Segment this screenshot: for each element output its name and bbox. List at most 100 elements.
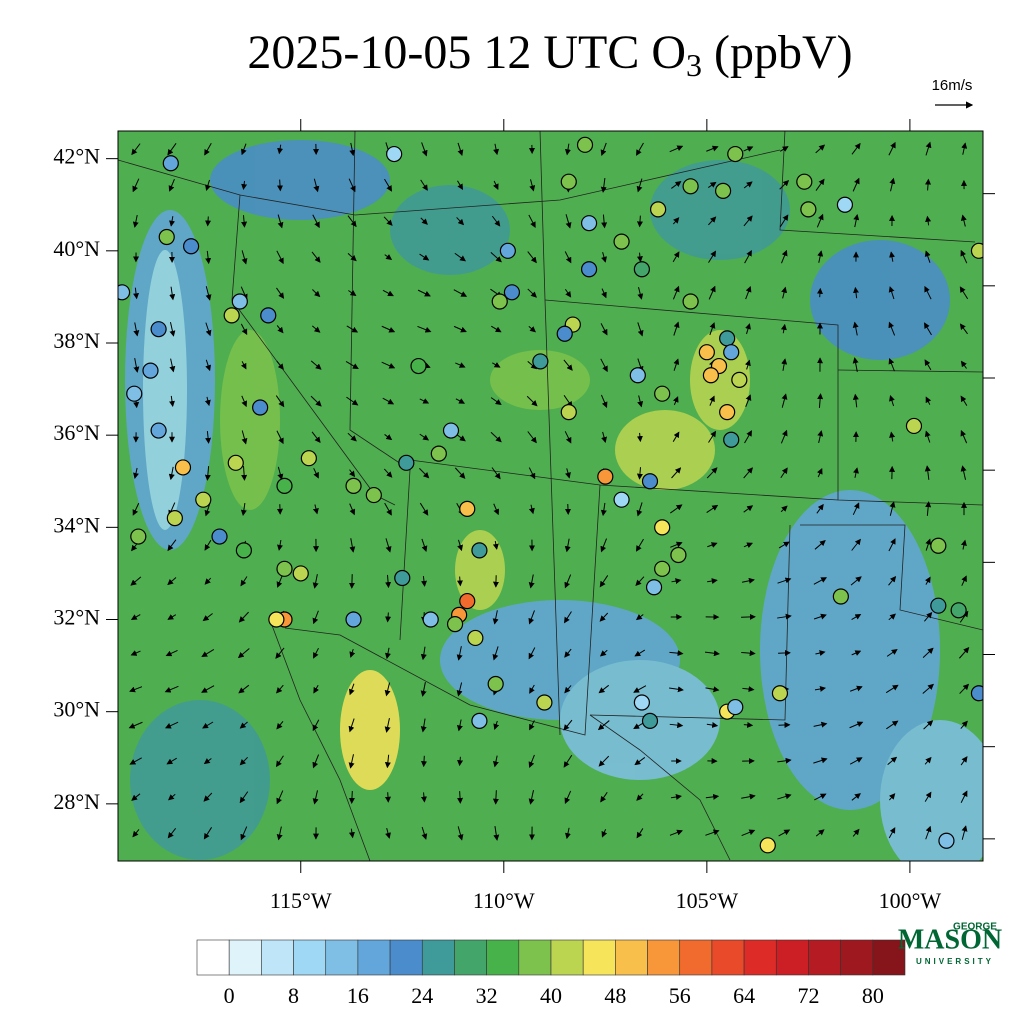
wind-arrow — [167, 577, 177, 586]
wind-arrow — [813, 757, 828, 764]
wind-arrow — [167, 539, 177, 552]
wind-arrow — [493, 180, 499, 191]
wind-arrow — [600, 792, 608, 803]
wind-arrow — [635, 614, 644, 621]
colorbar-box — [711, 939, 745, 976]
y-tick-label: 32°N — [53, 605, 100, 630]
wind-arrow — [204, 466, 211, 481]
wind-arrow — [276, 684, 284, 694]
wind-arrow — [240, 143, 247, 156]
wind-arrow — [961, 142, 968, 155]
wind-arrow — [203, 792, 213, 802]
wind-arrow — [743, 467, 753, 479]
wind-arrow — [346, 325, 359, 333]
station — [410, 357, 427, 375]
wind-arrow — [960, 539, 967, 550]
wind-arrow — [960, 395, 968, 406]
wind-arrow — [813, 721, 828, 728]
wind-arrow — [312, 289, 321, 298]
station — [560, 173, 577, 190]
station — [800, 201, 817, 218]
wind-arrow — [202, 721, 214, 729]
wind-arrow — [925, 141, 932, 156]
station — [182, 238, 200, 255]
wind-arrow — [959, 646, 970, 659]
wind-arrow — [384, 254, 393, 260]
y-tick-label: 30°N — [53, 697, 100, 722]
wind-arrow — [240, 826, 248, 841]
wind-arrow — [636, 215, 643, 228]
wind-arrow — [166, 757, 178, 765]
wind-arrow — [417, 289, 431, 297]
wind-arrow — [634, 649, 646, 657]
colorbar-box — [840, 939, 874, 976]
y-tick-label: 36°N — [53, 420, 100, 445]
wind-arrow — [780, 323, 787, 334]
wind-arrow — [419, 433, 430, 441]
wind-arrow — [743, 505, 754, 513]
wind-arrow — [889, 177, 896, 192]
wind-arrow — [493, 826, 500, 841]
wind-arrow — [130, 650, 141, 656]
wind-arrow — [133, 287, 140, 300]
wind-arrow — [240, 502, 247, 516]
wind-arrow — [706, 467, 718, 479]
station — [292, 565, 309, 582]
wind-arrow — [238, 684, 250, 694]
wind-arrow — [814, 686, 827, 692]
colorbar-box — [228, 939, 262, 976]
station — [365, 486, 382, 504]
wind-arrow — [813, 613, 827, 620]
station — [702, 367, 720, 384]
wind-arrow — [600, 502, 607, 517]
station — [682, 178, 699, 195]
wind-arrow — [671, 180, 682, 189]
wind-arrow — [670, 541, 683, 548]
wind-arrow — [205, 250, 212, 265]
wind-arrow — [349, 538, 356, 553]
wind-arrow — [924, 250, 931, 263]
wind-arrow — [528, 467, 536, 480]
wind-arrow — [457, 539, 463, 552]
wind-arrow — [600, 358, 608, 373]
wind-arrow — [493, 720, 500, 730]
wind-arrow — [455, 362, 466, 368]
wind-arrow — [779, 214, 789, 228]
wind-arrow — [959, 286, 969, 300]
wind-arrow — [888, 793, 896, 801]
vector-label: 16m/s — [932, 77, 973, 94]
station — [727, 698, 744, 716]
station — [422, 611, 439, 628]
wind-arrow — [815, 829, 825, 837]
colorbar-box — [775, 939, 809, 976]
stations — [118, 136, 983, 854]
wind-arrow — [384, 502, 392, 516]
station — [629, 367, 646, 384]
wind-arrow — [492, 362, 501, 368]
wind-arrow — [924, 791, 932, 802]
wind-arrow — [817, 430, 824, 444]
wind-arrow — [454, 252, 466, 262]
wind-arrow — [383, 468, 393, 478]
wind-arrow — [671, 578, 682, 585]
wind-arrow — [493, 503, 500, 516]
wind-arrow — [705, 793, 720, 800]
wind-arrow — [743, 215, 753, 227]
station — [227, 454, 244, 471]
wind-arrow — [241, 215, 248, 228]
wind-arrow — [850, 576, 862, 586]
colorbar-label: 24 — [411, 983, 433, 1008]
wind-arrow — [311, 251, 321, 263]
station — [723, 431, 740, 448]
wind-arrow — [672, 217, 680, 225]
wind-vectors — [128, 141, 970, 841]
wind-arrow — [887, 756, 898, 766]
wind-arrow — [203, 827, 213, 840]
wind-arrow — [528, 214, 536, 228]
station — [223, 307, 240, 324]
wind-arrow — [168, 466, 175, 481]
wind-arrow — [816, 213, 824, 228]
wind-arrow — [381, 361, 396, 369]
wind-arrow — [385, 828, 391, 839]
colorbar-box — [357, 939, 391, 976]
